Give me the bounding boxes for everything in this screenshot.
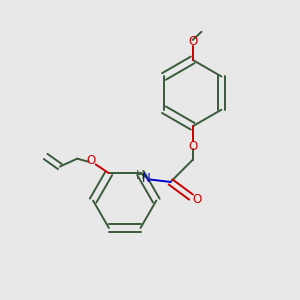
Text: N: N: [142, 172, 150, 185]
Text: O: O: [188, 140, 197, 153]
Text: O: O: [188, 35, 197, 48]
Text: O: O: [192, 193, 201, 206]
Text: H: H: [136, 169, 145, 182]
Text: O: O: [86, 154, 95, 167]
